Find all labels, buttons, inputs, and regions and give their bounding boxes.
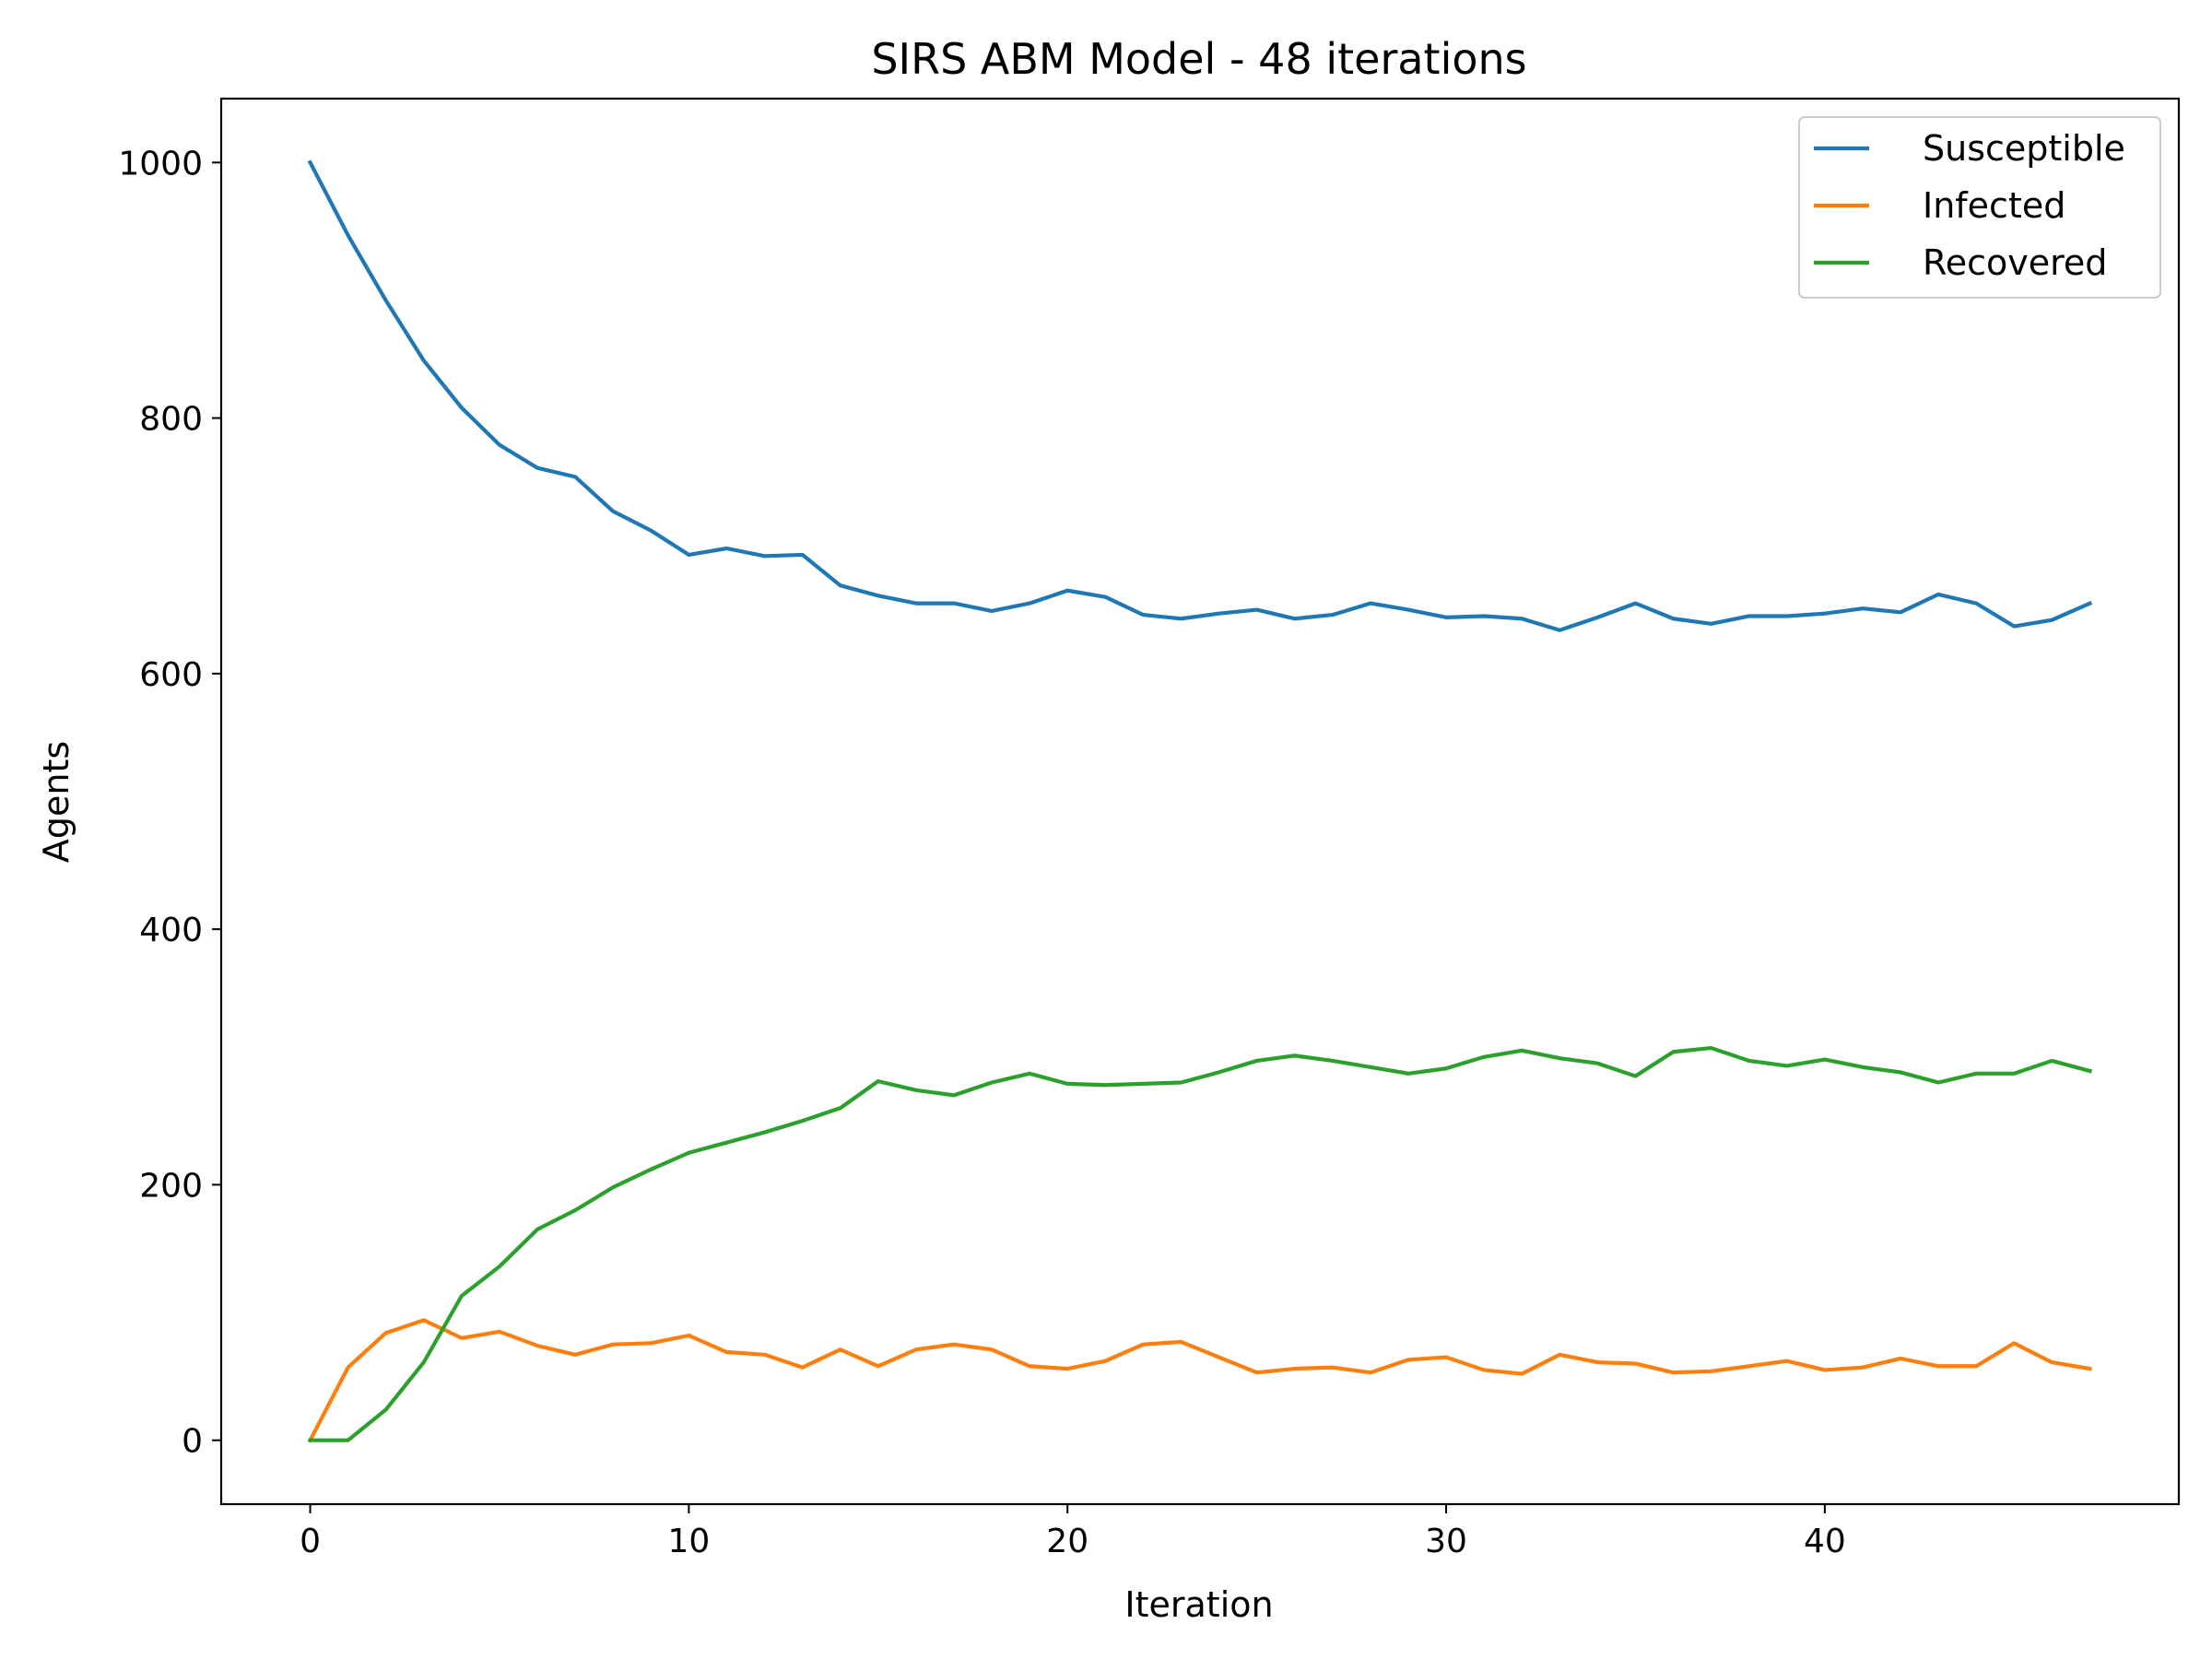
legend-box [1798, 116, 2161, 299]
x-tick-label: 0 [300, 1523, 321, 1560]
x-tick-label: 40 [1804, 1523, 1846, 1560]
x-tick-label: 20 [1046, 1523, 1088, 1560]
plot-frame [219, 97, 2181, 1506]
x-tick-label: 30 [1425, 1523, 1467, 1560]
y-tick-label: 600 [139, 656, 203, 694]
legend-label-susceptible: Susceptible [1923, 128, 2125, 169]
x-axis-label: Iteration [1124, 1584, 1273, 1625]
y-tick-label: 800 [139, 401, 203, 439]
y-axis-label: Agents [36, 741, 76, 863]
series-line-recovered [308, 1045, 2093, 1442]
y-tick-label: 200 [139, 1167, 203, 1205]
y-tick-label: 1000 [118, 145, 203, 182]
series-line-susceptible [307, 159, 2093, 632]
chart-title: SIRS ABM Model - 48 iterations [871, 34, 1526, 84]
x-tick-label: 10 [667, 1523, 710, 1560]
x-axis: 0 10 20 30 40 [300, 1504, 1846, 1560]
legend: Susceptible Infected Recovered [1798, 116, 2161, 299]
series-line-infected [307, 1318, 2092, 1443]
legend-label-infected: Infected [1923, 185, 2065, 226]
plot-lines [307, 159, 2093, 1443]
y-tick-label: 0 [182, 1423, 203, 1461]
y-tick-label: 400 [139, 912, 203, 949]
y-axis: 0 200 400 600 800 1000 [118, 145, 221, 1461]
legend-label-recovered: Recovered [1923, 242, 2107, 283]
